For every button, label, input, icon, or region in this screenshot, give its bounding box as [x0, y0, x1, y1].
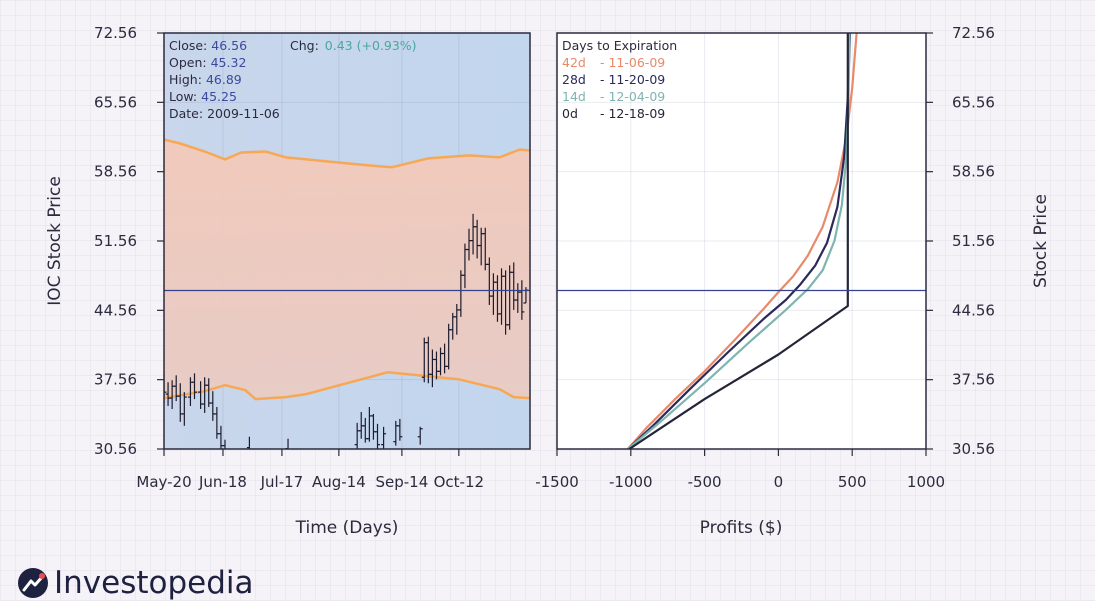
svg-text:Date:2009-11-06: Date: 2009-11-06 — [169, 106, 280, 121]
high-label: High: — [169, 72, 202, 87]
investopedia-logo-icon — [18, 568, 48, 598]
svg-text:Low:45.25: Low: 45.25 — [169, 89, 237, 104]
date-value: 2009-11-06 — [207, 106, 280, 121]
y-tick-label: 65.56 — [94, 93, 137, 111]
date-label: Date: — [169, 106, 203, 121]
x-tick-label: -1000 — [609, 473, 653, 491]
right-x-ticks: -1500 -1000 -500 0 500 1000 — [535, 449, 945, 491]
ohlc-bar — [397, 418, 403, 441]
svg-text:Close:46.56: Close: 46.56 — [169, 38, 247, 53]
y-tick-label: 37.56 — [952, 371, 995, 389]
svg-text:Open:45.32: Open: 45.32 — [169, 55, 246, 70]
chg-value: 0.43 (+0.93%) — [325, 38, 417, 53]
x-tick-label: Jul-17 — [260, 473, 304, 491]
legend-date-28d: - 11-20-09 — [600, 72, 665, 87]
legend-date-0d: - 12-18-09 — [600, 106, 665, 121]
right-y-ticks: 30.56 37.56 44.56 51.56 58.56 65.56 72.56 — [926, 24, 995, 458]
ohlc-bar — [417, 426, 423, 445]
x-tick-label: 1000 — [907, 473, 945, 491]
low-label: Low: — [169, 89, 197, 104]
legend-items: 42d - 11-06-09 28d - 11-20-09 14d - 12-04-09 0… — [562, 55, 665, 121]
x-tick-label: Aug-14 — [312, 473, 366, 491]
right-y-axis-label: Stock Price — [1031, 194, 1051, 288]
ohlc-bar — [192, 373, 197, 400]
payoff-line-14d — [627, 33, 851, 449]
payoff-line-28d — [627, 33, 852, 449]
ohlc-bar — [246, 436, 250, 449]
chg-label: Chg: — [290, 38, 319, 53]
legend-date-42d: - 11-06-09 — [600, 55, 665, 70]
close-label: Close: — [169, 38, 207, 53]
y-tick-label: 37.56 — [94, 371, 137, 389]
low-value: 45.25 — [201, 89, 237, 104]
open-value: 45.32 — [211, 55, 247, 70]
ohlc-bar — [381, 426, 387, 449]
y-tick-label: 44.56 — [94, 301, 137, 319]
bollinger-upper-line — [164, 138, 530, 169]
legend-title: Days to Expiration — [562, 38, 677, 53]
bollinger-lower-line — [164, 371, 530, 401]
ohlc-bar — [375, 423, 380, 449]
svg-text:High:46.89: High: 46.89 — [169, 72, 242, 87]
bollinger-band-area — [164, 139, 530, 400]
y-tick-label: 58.56 — [952, 163, 995, 181]
open-label: Open: — [169, 55, 207, 70]
left-y-ticks: 30.56 37.56 44.56 51.56 58.56 65.56 72.56 — [94, 24, 164, 458]
ohlc-bar — [519, 280, 525, 320]
left-y-axis-label: IOC Stock Price — [45, 176, 65, 306]
ohlc-bars — [164, 213, 529, 449]
x-tick-label: 0 — [774, 473, 784, 491]
right-plot-area — [557, 33, 926, 449]
legend-label-28d: 28d — [562, 72, 586, 87]
payoff-lines — [627, 33, 858, 449]
x-tick-label: -500 — [688, 473, 722, 491]
x-tick-label: Jun-18 — [198, 473, 247, 491]
legend-date-14d: - 12-04-09 — [600, 89, 665, 104]
price-info-box: Close: 46.56 Open: 45.32 High: 46.89 Low: 45… — [169, 38, 417, 121]
high-value: 46.89 — [206, 72, 242, 87]
ohlc-bar — [181, 392, 187, 426]
legend-label-42d: 42d — [562, 55, 586, 70]
y-tick-label: 58.56 — [94, 163, 137, 181]
brand-logo: Investopedia — [16, 566, 254, 600]
legend-label-0d: 0d — [562, 106, 578, 121]
right-x-axis-label: Profits ($) — [700, 518, 783, 538]
legend-label-14d: 14d — [562, 89, 586, 104]
left-x-ticks: May-20 Jun-18 Jul-17 Aug-14 Sep-14 Oct-12 — [136, 449, 484, 491]
y-tick-label: 44.56 — [952, 301, 995, 319]
x-tick-label: May-20 — [136, 473, 191, 491]
left-panel: 30.56 37.56 44.56 51.56 58.56 65.56 72.56 May-… — [45, 24, 531, 538]
y-tick-label: 30.56 — [952, 440, 995, 458]
y-tick-label: 72.56 — [94, 24, 137, 42]
legend: Days to Expiration 42d - 11-06-09 28d - 11-… — [562, 38, 677, 121]
y-tick-label: 72.56 — [952, 24, 995, 42]
left-x-axis-label: Time (Days) — [295, 518, 399, 538]
x-tick-label: Sep-14 — [376, 473, 429, 491]
y-tick-label: 51.56 — [952, 232, 995, 250]
y-tick-label: 30.56 — [94, 440, 137, 458]
svg-text:Chg:0.43 (+0.93%): Chg: 0.43 (+0.93%) — [290, 38, 417, 53]
ohlc-bar — [222, 439, 226, 449]
close-value: 46.56 — [211, 38, 247, 53]
y-tick-label: 65.56 — [952, 93, 995, 111]
x-tick-label: Oct-12 — [434, 473, 484, 491]
y-tick-label: 51.56 — [94, 232, 137, 250]
right-panel: 30.56 37.56 44.56 51.56 58.56 65.56 72.56 -150… — [535, 24, 1051, 538]
payoff-line-0d — [628, 33, 849, 449]
x-tick-label: 500 — [838, 473, 867, 491]
x-tick-label: -1500 — [535, 473, 579, 491]
brand-name: Investopedia — [54, 565, 254, 601]
